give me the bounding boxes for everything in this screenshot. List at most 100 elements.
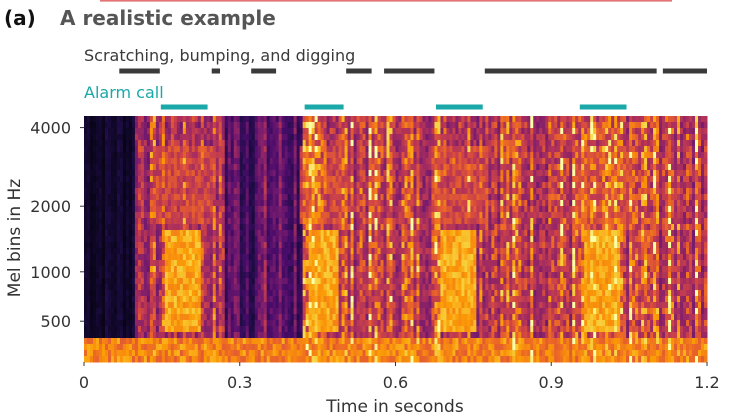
spectrogram-cell [293,224,298,231]
spectrogram-cell [419,170,423,177]
spectrogram-cell [350,206,355,213]
spectrogram-cell [131,248,136,255]
spectrogram-cell [428,206,432,213]
spectrogram-cell [146,230,151,237]
spectrogram-cell [197,212,202,219]
spectrogram-cell [380,302,385,309]
spectrogram-cell [311,236,316,243]
spectrogram-cell [266,128,271,135]
spectrogram-cell [386,182,391,189]
spectrogram-cell [326,158,331,165]
spectrogram-cell [158,128,163,135]
spectrogram-cell [404,284,408,291]
spectrogram-cell [329,320,334,327]
spectrogram-cell [203,260,208,267]
spectrogram-cell [155,122,160,129]
spectrogram-cell [155,176,160,183]
spectrogram-cell [335,158,340,165]
spectrogram-cell [209,134,214,141]
spectrogram-cell [380,266,385,273]
spectrogram-cell [206,194,211,201]
spectrogram-cell [215,200,220,207]
spectrogram-cell [131,290,136,297]
spectrogram-cell [356,116,361,123]
spectrogram-cell [308,212,313,219]
spectrogram-cell [89,212,94,219]
spectrogram-cell [365,254,370,261]
spectrogram-cell [341,284,346,291]
spectrogram-cell [218,146,223,153]
spectrogram-cell [320,302,325,309]
spectrogram-cell [377,152,382,159]
spectrogram-cell [152,122,157,129]
spectrogram-cell [296,302,301,309]
spectrogram-cell [149,278,154,285]
spectrogram-cell [392,308,396,315]
spectrogram-cell [248,248,253,255]
spectrogram-cell [209,212,214,219]
spectrogram-cell [125,224,130,231]
spectrogram-cell [92,242,97,249]
spectrogram-cell [326,176,331,183]
spectrogram-cell [272,146,277,153]
spectrogram-cell [218,182,223,189]
spectrogram-cell [200,128,205,135]
spectrogram-cell [419,200,423,207]
spectrogram-cell [200,188,205,195]
spectrogram-cell [443,314,447,321]
spectrogram-cell [326,236,331,243]
spectrogram-cell [392,116,396,123]
spectrogram-cell [323,272,328,279]
spectrogram-cell [113,248,118,255]
spectrogram-cell [401,152,405,159]
spectrogram-cell [152,164,157,171]
spectrogram-cell [365,230,370,237]
spectrogram-cell [398,356,402,363]
spectrogram-cell [155,224,160,231]
spectrogram-cell [224,260,229,267]
spectrogram-cell [338,260,343,267]
spectrogram-cell [107,122,112,129]
spectrogram-cell [380,284,385,291]
spectrogram-cell [293,164,298,171]
spectrogram-cell [191,338,196,345]
spectrogram-cell [359,302,364,309]
spectrogram-cell [356,332,361,339]
panel-label: (a) [4,6,36,30]
spectrogram-cell [206,218,211,225]
spectrogram-cell [191,266,196,273]
spectrogram-cell [224,248,229,255]
spectrogram-cell [254,116,259,123]
spectrogram-cell [98,236,103,243]
spectrogram-cell [302,290,307,297]
spectrogram-cell [260,350,265,357]
spectrogram-cell [110,266,115,273]
spectrogram-cell [275,200,280,207]
spectrogram-cell [116,224,121,231]
spectrogram-cell [323,158,328,165]
spectrogram-cell [440,230,444,237]
spectrogram-cell [98,356,103,363]
spectrogram-cell [347,152,352,159]
spectrogram-cell [84,218,88,225]
spectrogram-cell [164,248,169,255]
spectrogram-cell [209,140,214,147]
spectrogram-cell [404,158,408,165]
spectrogram-cell [386,236,391,243]
spectrogram-cell [332,290,337,297]
spectrogram-cell [224,338,229,345]
spectrogram-cell [140,272,145,279]
spectrogram-cell [272,356,277,363]
spectrogram-cell [263,272,268,279]
spectrogram-cell [338,290,343,297]
spectrogram-cell [362,146,367,153]
spectrogram-cell [365,188,370,195]
spectrogram-cell [89,350,94,357]
spectrogram-cell [413,224,417,231]
spectrogram-cell [128,188,133,195]
spectrogram-cell [347,128,352,135]
spectrogram-cell [383,164,388,171]
spectrogram-cell [413,296,417,303]
spectrogram-cell [254,218,259,225]
spectrogram-cell [95,278,100,285]
